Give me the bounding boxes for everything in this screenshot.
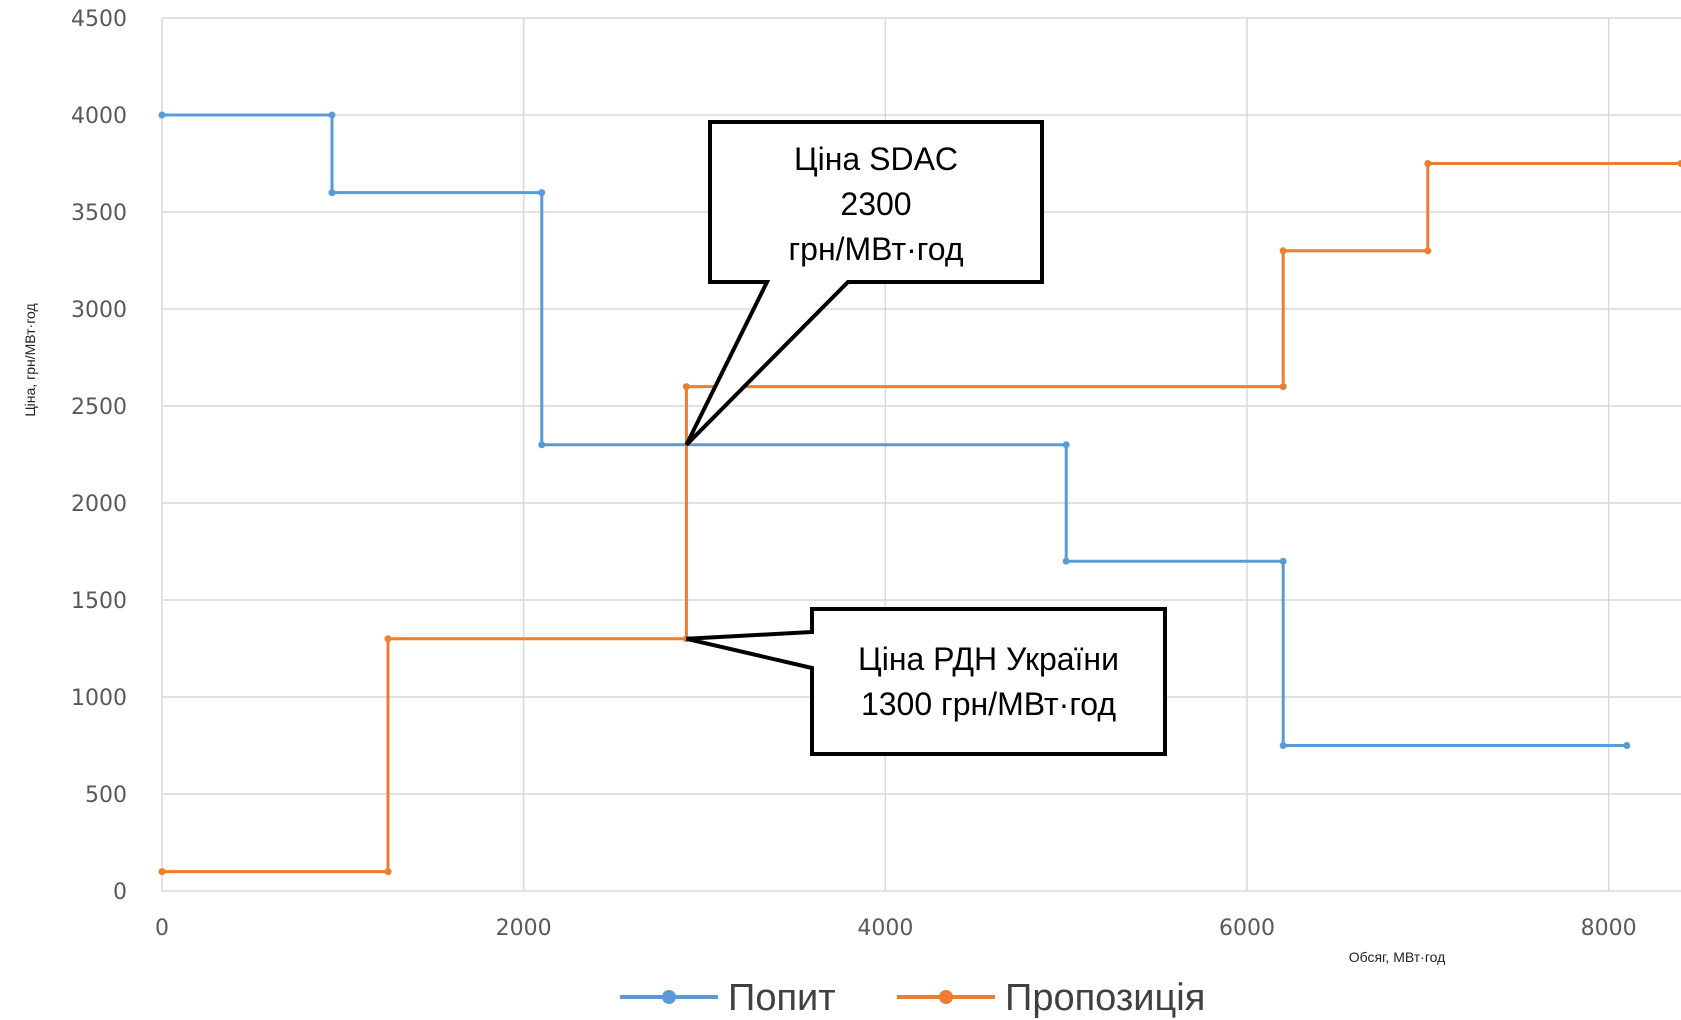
series — [158, 111, 1681, 876]
data-point — [1279, 742, 1287, 749]
x-tick-label: 0 — [155, 916, 169, 941]
callout-text-line: 1300 грн/МВт·год — [861, 686, 1116, 722]
legend: Попит Пропозиція — [620, 977, 1205, 1019]
data-point — [384, 635, 392, 643]
series-line — [162, 162, 1681, 874]
legend-item-demand: Попит — [620, 977, 836, 1019]
data-point — [538, 441, 546, 449]
data-point — [1623, 742, 1631, 749]
data-point — [1062, 557, 1070, 565]
callout-box — [685, 607, 1167, 756]
data-point — [538, 189, 546, 197]
x-tick-label: 8000 — [1581, 916, 1637, 941]
callout-text-line: Ціна РДН України — [858, 641, 1119, 677]
callout-sdac-price: Ціна SDAC 2300 грн/МВт·год — [684, 120, 1044, 447]
data-point — [1062, 441, 1070, 449]
callout-text-line: 2300 — [840, 186, 911, 222]
data-point — [328, 111, 336, 119]
data-point — [1677, 160, 1681, 167]
data-point — [1424, 247, 1432, 255]
data-point — [1279, 247, 1287, 255]
data-point — [158, 111, 166, 119]
y-axis-title: Ціна, грн/МВт·год — [22, 303, 38, 416]
x-axis-title: Обсяг, МВт·год — [1349, 949, 1446, 965]
y-tick-label: 3000 — [71, 298, 127, 323]
series-line — [162, 113, 1627, 747]
callout-rdn-price: Ціна РДН України 1300 грн/МВт·год — [685, 607, 1167, 756]
callout-text-line: Ціна SDAC — [794, 141, 958, 177]
data-point — [1279, 557, 1287, 565]
legend-label-demand: Попит — [728, 977, 836, 1019]
y-tick-label: 1500 — [71, 589, 127, 614]
callout-box — [684, 120, 1044, 447]
legend-marker-demand — [662, 990, 676, 1004]
legend-item-supply: Пропозиція — [897, 977, 1205, 1019]
y-tick-label: 4000 — [71, 104, 127, 129]
data-point — [158, 868, 166, 876]
y-tick-label: 4500 — [71, 7, 127, 32]
x-tick-label: 2000 — [496, 916, 552, 941]
data-point — [328, 189, 336, 197]
series-supply — [158, 160, 1681, 876]
y-tick-label: 2000 — [71, 492, 127, 517]
data-point — [1279, 383, 1287, 391]
y-tick-label: 3500 — [71, 201, 127, 226]
y-tick-label: 1000 — [71, 686, 127, 711]
data-point — [1424, 160, 1432, 167]
y-tick-label: 0 — [113, 880, 127, 905]
callouts: Ціна SDAC 2300 грн/МВт·год Ціна РДН України… — [684, 120, 1167, 756]
y-tick-label: 2500 — [71, 395, 127, 420]
callout-text-line: грн/МВт·год — [788, 231, 963, 267]
series-demand — [158, 111, 1631, 749]
x-tick-label: 4000 — [857, 916, 913, 941]
data-point — [682, 383, 690, 391]
data-point — [384, 868, 392, 876]
legend-marker-supply — [939, 990, 953, 1004]
y-tick-label: 500 — [85, 783, 127, 808]
legend-label-supply: Пропозиція — [1005, 977, 1205, 1019]
tick-labels: 0 500 1000 1500 2000 2500 3000 3500 4000 4500 0 200… — [71, 7, 1637, 941]
x-tick-label: 6000 — [1219, 916, 1275, 941]
